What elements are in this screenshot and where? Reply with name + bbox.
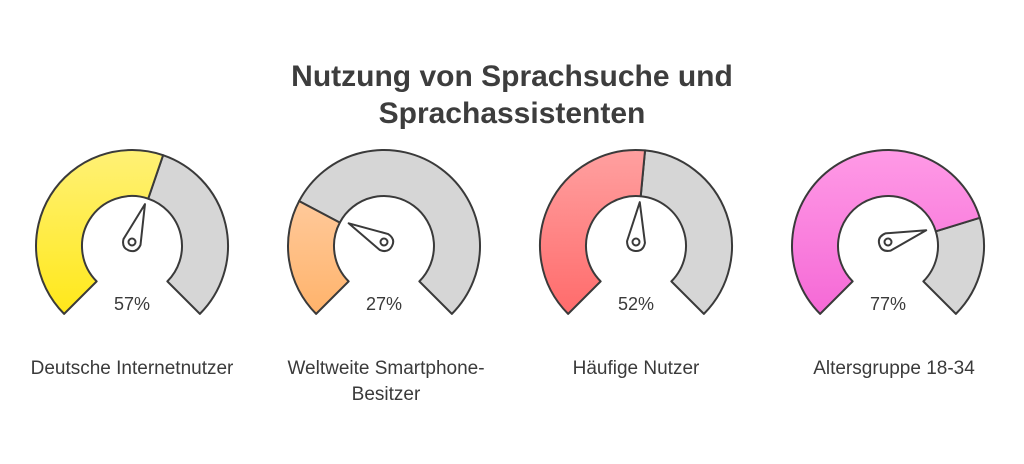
chart-title: Nutzung von Sprachsuche und Sprachassist…	[0, 58, 1024, 132]
gauge-track	[639, 149, 733, 315]
gauge-needle	[877, 229, 928, 252]
gauge-altersgruppe: 77%	[788, 149, 988, 410]
title-line-1: Nutzung von Sprachsuche und	[291, 60, 733, 93]
gauge-fill	[539, 149, 647, 315]
gauge-track	[298, 148, 481, 315]
gauge-needle-pivot	[127, 237, 137, 247]
gauge-value: 57%	[113, 294, 151, 314]
gauge-fill	[287, 200, 350, 315]
gauge-value: 52%	[617, 294, 655, 314]
gauge-dial	[287, 148, 481, 315]
gauge-dial	[791, 149, 985, 315]
gauge-label-haeufige-nutzer: Häufige Nutzer	[572, 358, 700, 379]
gauge-needle-pivot	[883, 237, 893, 247]
gauge-track	[147, 154, 229, 315]
gauge-value: 77%	[869, 294, 907, 314]
gauge-needle	[347, 222, 395, 253]
gauge-label-smartphone-besitzer: Weltweite Smartphone-Besitzer	[287, 358, 485, 405]
gauge-haeufige-nutzer: 52%	[536, 149, 736, 410]
gauge-fill	[791, 149, 981, 315]
gauge-needle	[626, 201, 646, 252]
gauge-needle-pivot	[379, 237, 389, 247]
gauge-label-altersgruppe: Altersgruppe 18-34	[813, 358, 975, 379]
gauge-needle-pivot	[631, 237, 641, 247]
gauge-deutsche-internetnutzer: 57%	[32, 149, 232, 410]
gauge-smartphone-besitzer: 27%	[284, 148, 484, 410]
gauge-dial	[539, 149, 733, 315]
gauge-dial	[35, 149, 229, 315]
title-line-2: Sprachassistenten	[378, 97, 646, 130]
gauge-label-deutsche-internetnutzer: Deutsche Internetnutzer	[30, 358, 234, 379]
gauge-fill	[35, 149, 165, 315]
gauge-track	[922, 216, 985, 315]
gauge-value: 27%	[365, 294, 403, 314]
